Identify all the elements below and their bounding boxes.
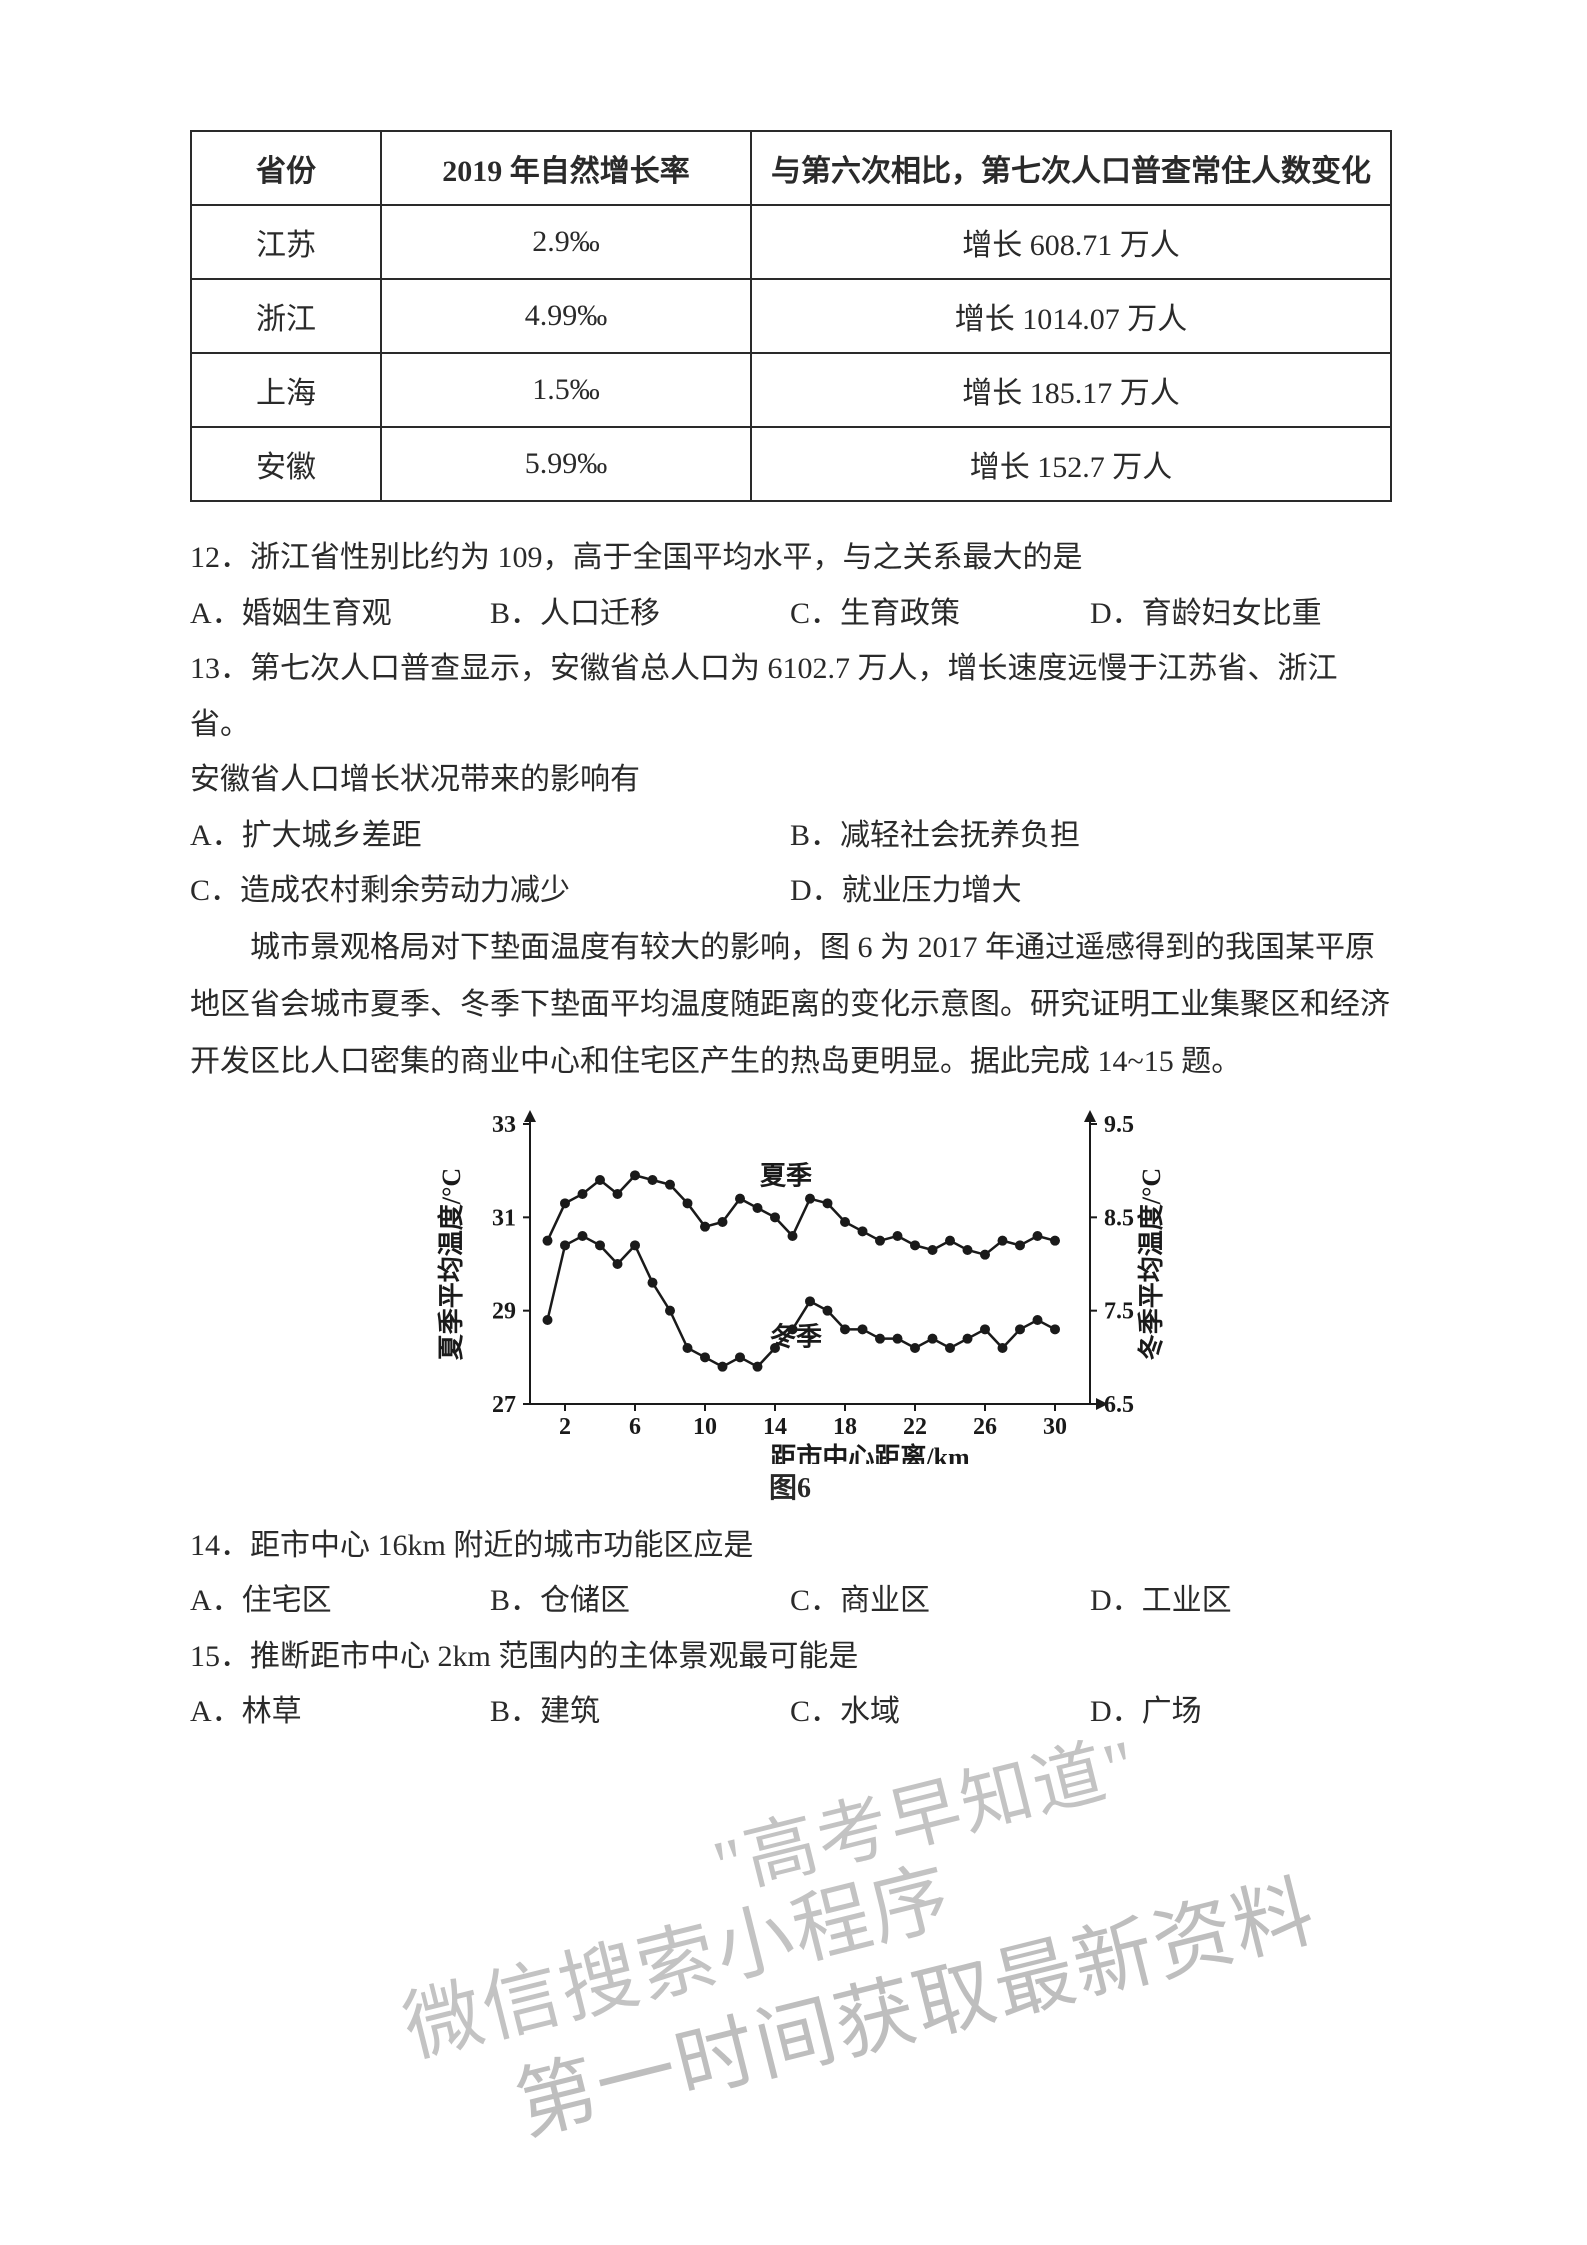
th-growth: 2019 年自然增长率	[381, 131, 751, 205]
q13-opt-a: A．扩大城乡差距	[190, 808, 790, 864]
cell: 江苏	[191, 205, 381, 279]
q12-stem: 12．浙江省性别比约为 109，高于全国平均水平，与之关系最大的是	[190, 530, 1390, 586]
q12-options: A．婚姻生育观 B．人口迁移 C．生育政策 D．育龄妇女比重	[190, 586, 1390, 642]
svg-text:22: 22	[903, 1414, 927, 1440]
th-change: 与第六次相比，第七次人口普查常住人数变化	[751, 131, 1391, 205]
svg-text:27: 27	[492, 1392, 516, 1418]
svg-text:18: 18	[833, 1414, 857, 1440]
svg-text:26: 26	[973, 1414, 997, 1440]
question-13: 13．第七次人口普查显示，安徽省总人口为 6102.7 万人，增长速度远慢于江苏…	[190, 641, 1390, 919]
q14-opt-b: B．仓储区	[490, 1573, 790, 1629]
cell: 增长 1014.07 万人	[751, 279, 1391, 353]
question-12: 12．浙江省性别比约为 109，高于全国平均水平，与之关系最大的是 A．婚姻生育…	[190, 530, 1390, 641]
svg-text:2: 2	[559, 1414, 571, 1440]
cell: 1.5‰	[381, 353, 751, 427]
svg-text:9.5: 9.5	[1104, 1112, 1134, 1138]
q15-opt-c: C．水域	[790, 1684, 1090, 1740]
cell: 增长 185.17 万人	[751, 353, 1391, 427]
table-row: 安徽 5.99‰ 增长 152.7 万人	[191, 427, 1391, 501]
figure-6-chart: 26101418222630272931336.57.58.59.5距市中心距离…	[410, 1104, 1170, 1464]
q15-opt-d: D．广场	[1090, 1684, 1390, 1740]
svg-text:7.5: 7.5	[1104, 1298, 1134, 1324]
watermark-line-2: 微信搜索小程序	[391, 1834, 961, 2078]
q12-opt-a: A．婚姻生育观	[190, 586, 490, 642]
svg-text:夏季平均温度/°C: 夏季平均温度/°C	[436, 1167, 466, 1359]
q13-stem-2: 安徽省人口增长状况带来的影响有	[190, 752, 1390, 808]
figure-6-caption: 图6	[190, 1466, 1390, 1506]
q12-opt-b: B．人口迁移	[490, 586, 790, 642]
q15-opt-a: A．林草	[190, 1684, 490, 1740]
q12-opt-d: D．育龄妇女比重	[1090, 586, 1390, 642]
chart-intro-paragraph: 城市景观格局对下垫面温度有较大的影响，图 6 为 2017 年通过遥感得到的我国…	[190, 919, 1390, 1090]
q14-opt-c: C．商业区	[790, 1573, 1090, 1629]
q14-options: A．住宅区 B．仓储区 C．商业区 D．工业区	[190, 1573, 1390, 1629]
watermark: "高考早知道" 微信搜索小程序 第一时间获取最新资料	[371, 1683, 1268, 2143]
svg-text:冬季: 冬季	[770, 1322, 822, 1351]
th-province: 省份	[191, 131, 381, 205]
cell: 增长 608.71 万人	[751, 205, 1391, 279]
q14-stem: 14．距市中心 16km 附近的城市功能区应是	[190, 1518, 1390, 1574]
q13-opt-c: C．造成农村剩余劳动力减少	[190, 863, 790, 919]
svg-text:14: 14	[763, 1414, 787, 1440]
q14-opt-d: D．工业区	[1090, 1573, 1390, 1629]
table-row: 江苏 2.9‰ 增长 608.71 万人	[191, 205, 1391, 279]
svg-text:33: 33	[492, 1112, 516, 1138]
svg-text:30: 30	[1043, 1414, 1067, 1440]
svg-text:10: 10	[693, 1414, 717, 1440]
cell: 2.9‰	[381, 205, 751, 279]
cell: 4.99‰	[381, 279, 751, 353]
figure-6-wrap: 26101418222630272931336.57.58.59.5距市中心距离…	[190, 1104, 1390, 1464]
watermark-line-3: 第一时间获取最新资料	[502, 1846, 1326, 2157]
q15-options: A．林草 B．建筑 C．水域 D．广场	[190, 1684, 1390, 1740]
svg-text:冬季平均温度/°C: 冬季平均温度/°C	[1136, 1167, 1166, 1359]
svg-text:距市中心距离/km: 距市中心距离/km	[770, 1442, 970, 1464]
svg-text:31: 31	[492, 1205, 516, 1231]
svg-text:8.5: 8.5	[1104, 1205, 1134, 1231]
q14-opt-a: A．住宅区	[190, 1573, 490, 1629]
cell: 安徽	[191, 427, 381, 501]
svg-text:6: 6	[629, 1414, 641, 1440]
table-row: 上海 1.5‰ 增长 185.17 万人	[191, 353, 1391, 427]
q13-stem-1: 13．第七次人口普查显示，安徽省总人口为 6102.7 万人，增长速度远慢于江苏…	[190, 641, 1390, 752]
cell: 增长 152.7 万人	[751, 427, 1391, 501]
q15-stem: 15．推断距市中心 2km 范围内的主体景观最可能是	[190, 1629, 1390, 1685]
population-table: 省份 2019 年自然增长率 与第六次相比，第七次人口普查常住人数变化 江苏 2…	[190, 130, 1392, 502]
page-root: 省份 2019 年自然增长率 与第六次相比，第七次人口普查常住人数变化 江苏 2…	[190, 130, 1390, 1740]
svg-text:夏季: 夏季	[760, 1161, 812, 1190]
question-15: 15．推断距市中心 2km 范围内的主体景观最可能是 A．林草 B．建筑 C．水…	[190, 1629, 1390, 1740]
question-14: 14．距市中心 16km 附近的城市功能区应是 A．住宅区 B．仓储区 C．商业…	[190, 1518, 1390, 1629]
q12-opt-c: C．生育政策	[790, 586, 1090, 642]
q13-opt-b: B．减轻社会抚养负担	[790, 808, 1390, 864]
q13-options: A．扩大城乡差距 B．减轻社会抚养负担 C．造成农村剩余劳动力减少 D．就业压力…	[190, 808, 1390, 919]
cell: 5.99‰	[381, 427, 751, 501]
cell: 上海	[191, 353, 381, 427]
svg-text:29: 29	[492, 1298, 516, 1324]
q15-opt-b: B．建筑	[490, 1684, 790, 1740]
table-row: 浙江 4.99‰ 增长 1014.07 万人	[191, 279, 1391, 353]
cell: 浙江	[191, 279, 381, 353]
q13-opt-d: D．就业压力增大	[790, 863, 1390, 919]
svg-text:6.5: 6.5	[1104, 1392, 1134, 1418]
